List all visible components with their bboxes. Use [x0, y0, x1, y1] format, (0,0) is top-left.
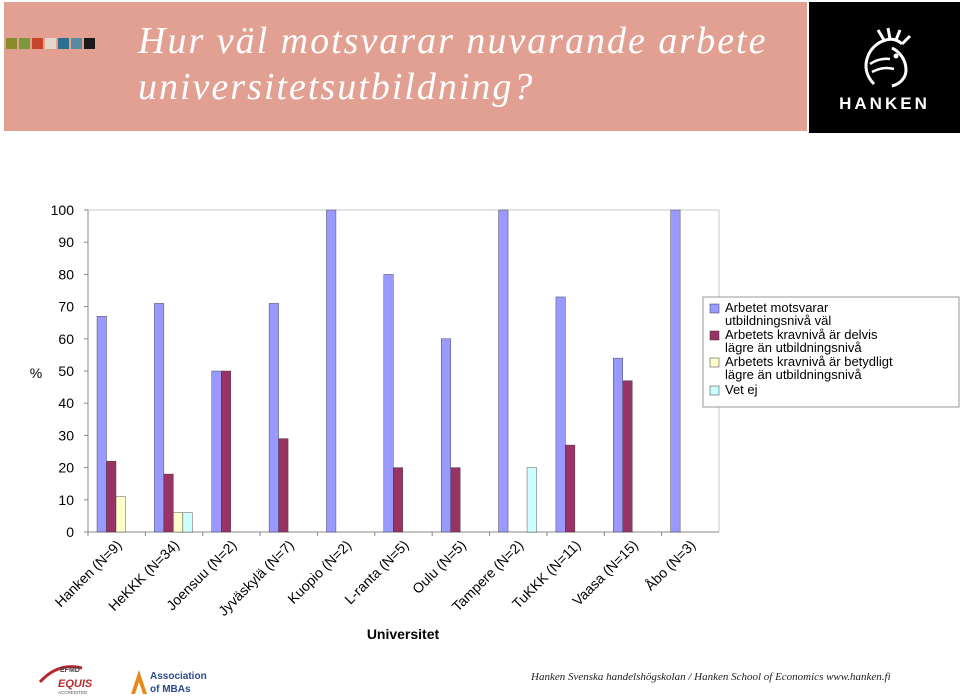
- efmd-label: EFMD: [60, 667, 80, 674]
- bar: [622, 380, 633, 533]
- bar: [154, 303, 165, 533]
- y-tick-label: 60: [58, 331, 74, 347]
- title-band: [4, 2, 807, 131]
- legend-label: Vet ej: [725, 382, 758, 397]
- amba-line2: of MBAs: [150, 684, 191, 695]
- bar: [565, 444, 576, 533]
- bar: [555, 296, 566, 533]
- mercury-emblem-icon: [864, 27, 912, 88]
- equis-badge: EFMD EQUIS ACCREDITED: [38, 665, 93, 695]
- color-swatch: [45, 38, 56, 49]
- color-swatch: [6, 38, 17, 49]
- legend-swatch: [709, 357, 720, 368]
- bar: [96, 316, 107, 533]
- y-tick-label: 80: [58, 266, 74, 282]
- bar: [115, 496, 126, 533]
- bar: [498, 209, 509, 533]
- y-tick-label: 20: [58, 460, 74, 476]
- slide-title: Hur väl motsvarar nuvarande arbete unive…: [138, 20, 768, 108]
- color-swatch: [58, 38, 69, 49]
- color-swatch: [84, 38, 95, 49]
- legend-swatch: [709, 385, 720, 396]
- bar: [383, 274, 394, 533]
- bar: [670, 209, 681, 533]
- bar: [163, 473, 174, 533]
- bar: [268, 303, 279, 533]
- color-swatch: [32, 38, 43, 49]
- y-tick-label: 90: [58, 234, 74, 250]
- amba-badge: Association of MBAs: [131, 670, 207, 695]
- legend-label: Arbetet motsvarar utbildningsnivå väl: [725, 300, 831, 328]
- bar: [221, 370, 231, 533]
- equis-label: EQUIS: [58, 678, 93, 690]
- logo-wordmark: HANKEN: [839, 94, 930, 113]
- bar: [613, 357, 623, 533]
- bar: [211, 370, 222, 533]
- bar: [182, 512, 193, 533]
- equis-accredited-label: ACCREDITED: [58, 690, 88, 695]
- legend-swatch: [709, 303, 720, 314]
- hanken-logo: HANKEN: [809, 2, 960, 133]
- bar: [440, 338, 451, 533]
- footer-text: Hanken Svenska handelshögskolan / Hanken…: [531, 671, 891, 683]
- y-tick-label: 30: [58, 427, 74, 443]
- color-swatch: [19, 38, 30, 49]
- amba-line1: Association: [150, 671, 207, 682]
- bar: [450, 467, 461, 533]
- slide-header: Hur väl motsvarar nuvarande arbete unive…: [0, 0, 960, 133]
- y-tick-label: 50: [58, 363, 74, 379]
- color-swatch: [71, 38, 82, 49]
- bar: [393, 467, 404, 533]
- bar: [326, 209, 337, 533]
- bar: [106, 460, 117, 533]
- y-tick-label: 0: [66, 524, 74, 540]
- y-tick-label: 100: [51, 202, 75, 218]
- y-tick-label: 70: [58, 299, 74, 315]
- color-swatch-strip: [6, 38, 95, 49]
- legend-label: Arbetets kravnivå är delvis lägre än utbi…: [725, 327, 878, 355]
- legend-label: Arbetets kravnivå är betydligt lägre än u…: [725, 354, 893, 382]
- bar: [173, 512, 184, 533]
- y-tick-label: 10: [58, 492, 74, 508]
- legend-box: [702, 296, 960, 408]
- bar: [278, 438, 289, 533]
- x-axis-label: Universitet: [367, 626, 440, 642]
- x-tick-label: Åbo (N=3): [642, 537, 699, 594]
- y-axis-label: %: [30, 365, 42, 381]
- y-tick-label: 40: [58, 395, 74, 411]
- legend-swatch: [709, 330, 720, 341]
- x-tick-label: Oulu (N=5): [409, 537, 469, 597]
- bar: [526, 467, 537, 533]
